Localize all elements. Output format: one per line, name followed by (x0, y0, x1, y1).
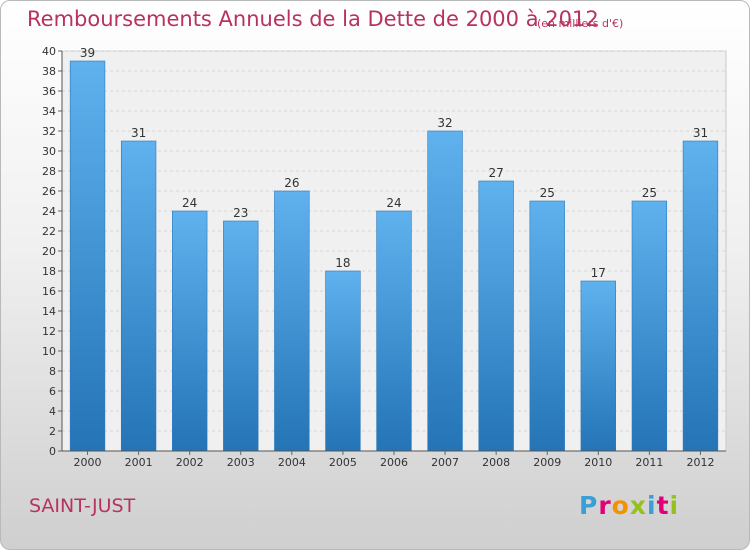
x-tick-label: 2003 (227, 456, 255, 469)
y-tick-label: 8 (49, 365, 56, 378)
logo-letter: t (656, 491, 670, 520)
y-tick-label: 20 (42, 245, 56, 258)
y-tick-label: 14 (42, 305, 56, 318)
bar-2008 (478, 180, 514, 452)
data-label: 24 (182, 196, 197, 210)
x-tick-label: 2009 (533, 456, 561, 469)
bar-2011 (631, 200, 668, 452)
x-tick-label: 2010 (584, 456, 612, 469)
y-tick-label: 38 (42, 65, 56, 78)
logo-letter: i (669, 491, 680, 520)
x-tick-label: 2006 (380, 456, 408, 469)
y-tick-label: 28 (42, 165, 56, 178)
bar-2002 (172, 210, 208, 452)
y-tick-label: 4 (49, 405, 56, 418)
logo-letter: x (629, 491, 647, 520)
bar-2007 (427, 130, 463, 452)
y-tick-label: 32 (42, 125, 56, 138)
bar-2003 (223, 220, 259, 452)
data-label: 23 (233, 206, 248, 220)
x-axis: 2000 2001 2002 2003 2004 2005 2006 2007 2008 2009… (62, 450, 726, 469)
y-tick-label: 26 (42, 185, 56, 198)
x-tick-label: 2011 (635, 456, 663, 469)
bar-2000 (69, 60, 106, 452)
y-tick-label: 10 (42, 345, 56, 358)
data-label: 25 (642, 186, 657, 200)
data-label: 31 (131, 126, 146, 140)
x-tick-label: 2007 (431, 456, 459, 469)
logo-letter: o (611, 491, 630, 520)
y-tick-label: 18 (42, 265, 56, 278)
chart-title: Remboursements Annuels de la Dette de 20… (27, 7, 599, 31)
y-tick-label: 40 (42, 45, 56, 58)
x-tick-label: 2002 (176, 456, 204, 469)
y-tick-label: 24 (42, 205, 56, 218)
data-label: 17 (591, 266, 606, 280)
x-tick-label: 2008 (482, 456, 510, 469)
bar-2012 (682, 140, 719, 452)
y-tick-label: 2 (49, 425, 56, 438)
bars: 39 31 24 23 26 18 24 32 27 25 17 25 31 (69, 46, 719, 452)
x-tick-label: 2012 (686, 456, 714, 469)
y-tick-label: 22 (42, 225, 56, 238)
y-tick-label: 16 (42, 285, 56, 298)
logo-letter: P (579, 491, 599, 520)
proxiti-logo: Proxiti (579, 491, 679, 520)
data-label: 26 (284, 176, 299, 190)
commune-name: SAINT-JUST (29, 495, 136, 517)
x-tick-label: 2005 (329, 456, 357, 469)
logo-letter: i (647, 491, 657, 520)
y-tick-label: 12 (42, 325, 56, 338)
x-tick-label: 2000 (74, 456, 102, 469)
y-tick-label: 34 (42, 105, 56, 118)
y-tick-label: 6 (49, 385, 56, 398)
bar-2001 (120, 140, 157, 452)
data-label: 18 (335, 256, 350, 270)
x-tick-label: 2004 (278, 456, 306, 469)
x-tick-label: 2001 (125, 456, 153, 469)
bar-2006 (376, 210, 412, 452)
bar-2010 (580, 280, 616, 452)
y-tick-label: 30 (42, 145, 56, 158)
bar-2005 (325, 270, 361, 452)
data-label: 32 (437, 116, 452, 130)
bar-2009 (529, 200, 565, 452)
bar-2004 (274, 190, 310, 452)
data-label: 31 (693, 126, 708, 140)
data-label: 24 (386, 196, 401, 210)
unit-note: (en milliers d'€) (537, 17, 624, 30)
data-label: 25 (540, 186, 555, 200)
y-tick-label: 0 (49, 445, 56, 458)
logo-letter: r (598, 491, 612, 520)
y-tick-label: 36 (42, 85, 56, 98)
data-label: 27 (489, 166, 504, 180)
data-label: 39 (80, 46, 95, 60)
